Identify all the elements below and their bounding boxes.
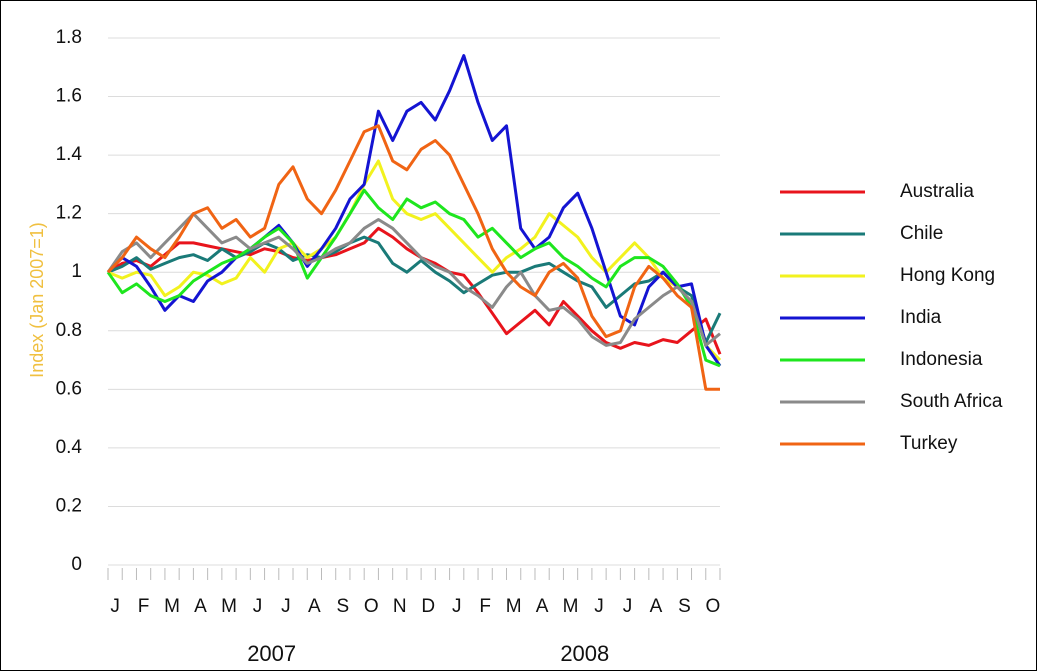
y-tick-label: 1.6 — [56, 86, 82, 107]
x-tick-label: D — [421, 596, 435, 617]
legend-label: Australia — [900, 181, 974, 202]
y-tick-label: 0.8 — [56, 320, 82, 341]
series-line — [106, 124, 720, 391]
y-tick-label: 0 — [71, 554, 82, 575]
legend-label: Chile — [900, 223, 943, 244]
x-group-label: 2007 — [247, 641, 296, 666]
x-tick-label: M — [221, 596, 237, 617]
series-line — [107, 226, 722, 355]
y-tick-label: 1.2 — [56, 203, 82, 224]
x-tick-label: A — [194, 596, 207, 617]
x-tick-label: J — [281, 596, 291, 617]
x-tick-label: A — [308, 596, 321, 617]
y-tick-label: 1 — [71, 261, 82, 282]
legend-label: Hong Kong — [900, 265, 995, 286]
x-tick-label: O — [364, 596, 379, 617]
x-group-label: 2008 — [560, 641, 609, 666]
y-tick-label: 1.8 — [56, 27, 82, 48]
x-tick-label: J — [253, 596, 263, 617]
legend-label: South Africa — [900, 391, 1003, 412]
x-tick-label: M — [563, 596, 579, 617]
series-line — [106, 54, 722, 367]
series-line — [106, 212, 721, 347]
y-tick-label: 0.2 — [56, 495, 82, 516]
legend-label: Turkey — [900, 433, 958, 454]
x-tick-label: S — [678, 596, 691, 617]
x-tick-label: J — [452, 596, 462, 617]
x-tick-label: M — [506, 596, 522, 617]
x-tick-label: A — [536, 596, 549, 617]
series-line — [106, 188, 721, 368]
y-tick-label: 0.4 — [56, 437, 83, 458]
x-tick-label: J — [594, 596, 604, 617]
series-line — [107, 235, 722, 344]
y-tick-label: 0.6 — [56, 378, 82, 399]
legend-label: India — [900, 307, 942, 328]
x-tick-label: J — [110, 596, 120, 617]
x-tick-label: A — [650, 596, 663, 617]
x-tick-label: S — [336, 596, 349, 617]
x-tick-label: F — [138, 596, 150, 617]
x-tick-label: F — [479, 596, 491, 617]
y-axis-label: Index (Jan 2007=1) — [27, 222, 47, 378]
y-tick-label: 1.4 — [56, 144, 83, 165]
x-tick-label: J — [623, 596, 633, 617]
legend-label: Indonesia — [900, 349, 983, 370]
x-tick-label: N — [393, 596, 407, 617]
x-tick-label: O — [705, 596, 720, 617]
x-tick-label: M — [164, 596, 180, 617]
series-line — [107, 159, 722, 362]
